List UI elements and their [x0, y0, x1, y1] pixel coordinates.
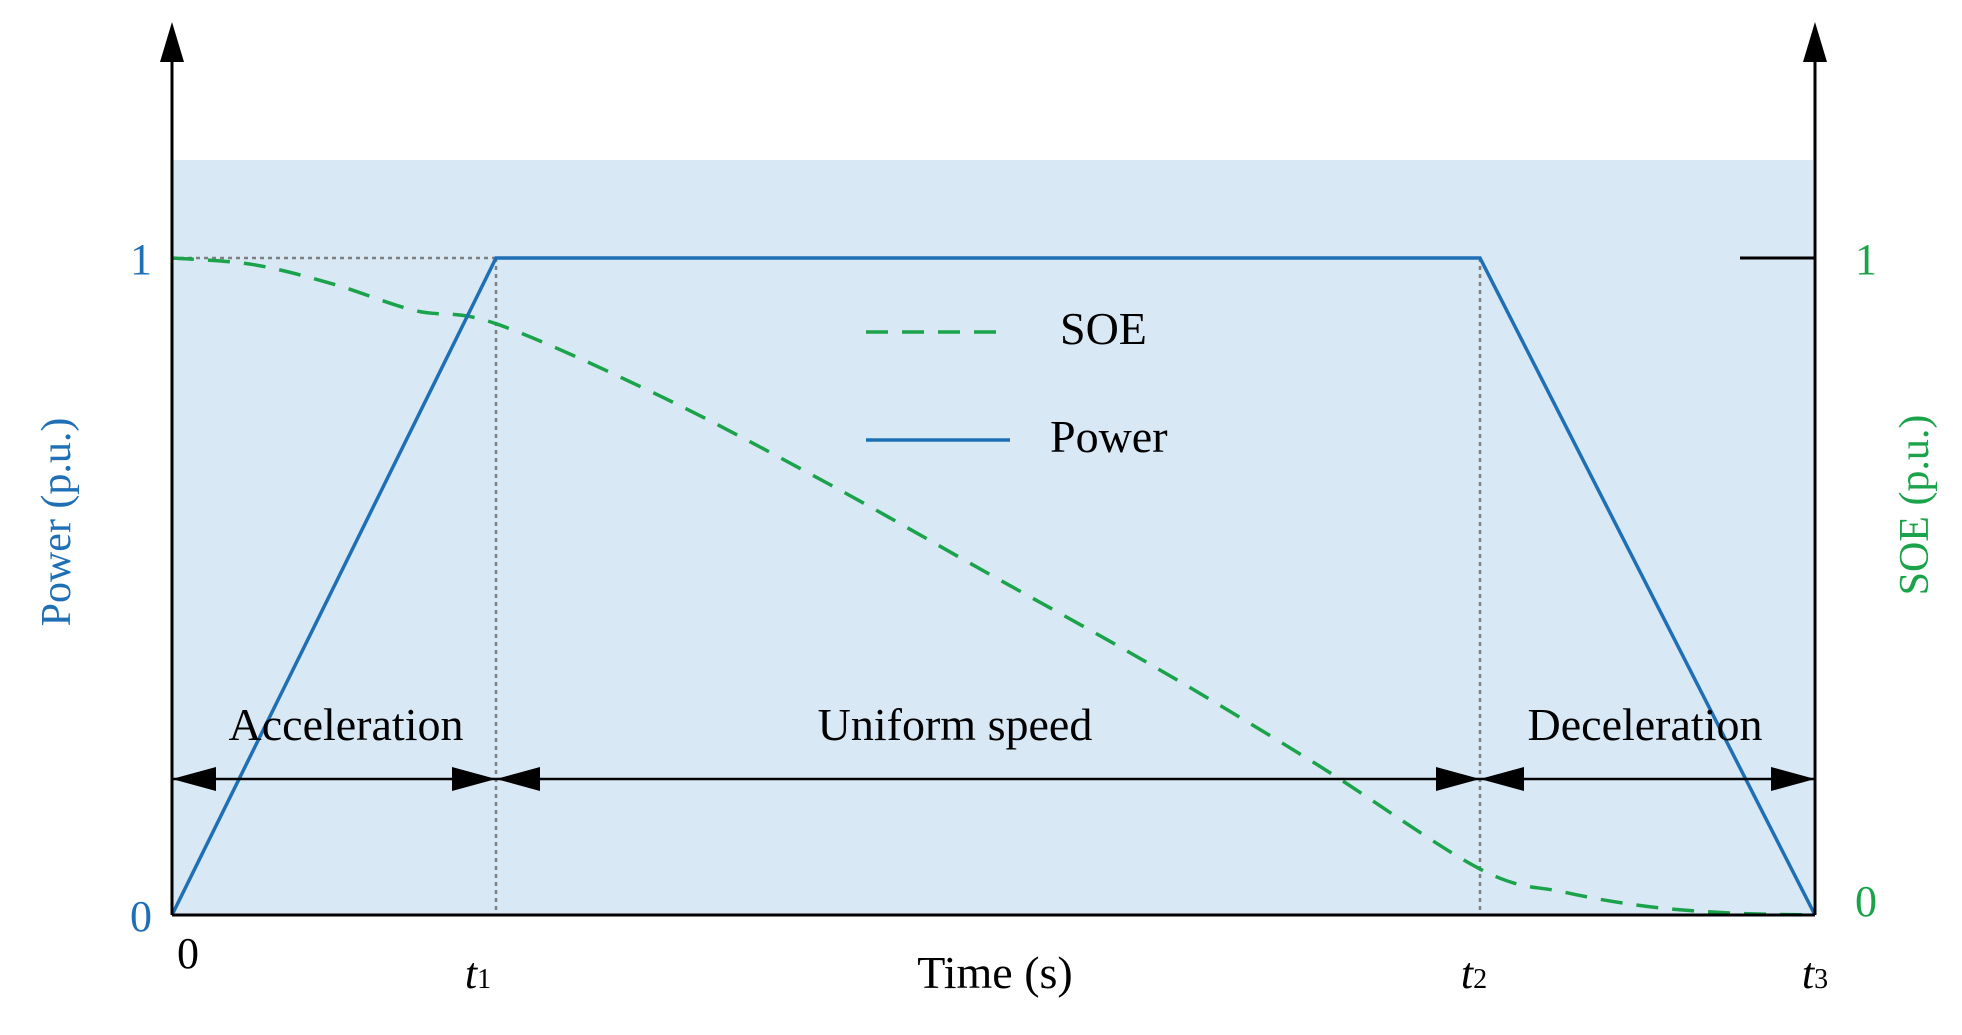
phase-arrowhead-uniform-left — [496, 767, 540, 791]
x-tick-0: 0 — [177, 929, 199, 978]
power-series — [170, 256, 1817, 916]
x-tick-t2: t2 — [1461, 949, 1487, 998]
phase-arrowhead-acceleration-left — [172, 767, 216, 791]
right-y-axis-arrow — [1803, 22, 1827, 62]
x-tick-t1: t1 — [465, 949, 491, 998]
soe-series — [171, 256, 1816, 917]
phase-label-uniform: Uniform speed — [818, 699, 1093, 750]
phase-arrowhead-deceleration-right — [1771, 767, 1815, 791]
left-y-axis-title: Power (p.u.) — [34, 418, 80, 627]
series-line-soe — [171, 256, 1816, 917]
left-y-tick-1: 1 — [130, 235, 152, 284]
phase-arrowhead-uniform-right — [1436, 767, 1480, 791]
right-y-tick-1: 1 — [1855, 235, 1877, 284]
series-line-power — [170, 256, 1817, 916]
phase-annotations: Acceleration Uniform speed Deceleration — [172, 699, 1815, 791]
right-y-axis-title: SOE (p.u.) — [1892, 415, 1938, 596]
left-y-tick-0: 0 — [130, 892, 152, 941]
left-y-axis-arrow — [160, 22, 184, 62]
guide-lines — [172, 256, 1482, 915]
phase-arrowhead-acceleration-right — [452, 767, 496, 791]
legend-label-soe: SOE — [1060, 303, 1147, 354]
x-tick-t3: t3 — [1802, 949, 1828, 998]
phase-label-deceleration: Deceleration — [1528, 699, 1763, 750]
legend: SOE Power — [866, 303, 1168, 462]
plot-background — [172, 160, 1813, 915]
right-y-tick-0: 0 — [1855, 877, 1877, 926]
phase-label-acceleration: Acceleration — [229, 699, 464, 750]
phase-arrowhead-deceleration-left — [1480, 767, 1524, 791]
x-axis-title: Time (s) — [917, 947, 1073, 998]
legend-label-power: Power — [1050, 411, 1168, 462]
